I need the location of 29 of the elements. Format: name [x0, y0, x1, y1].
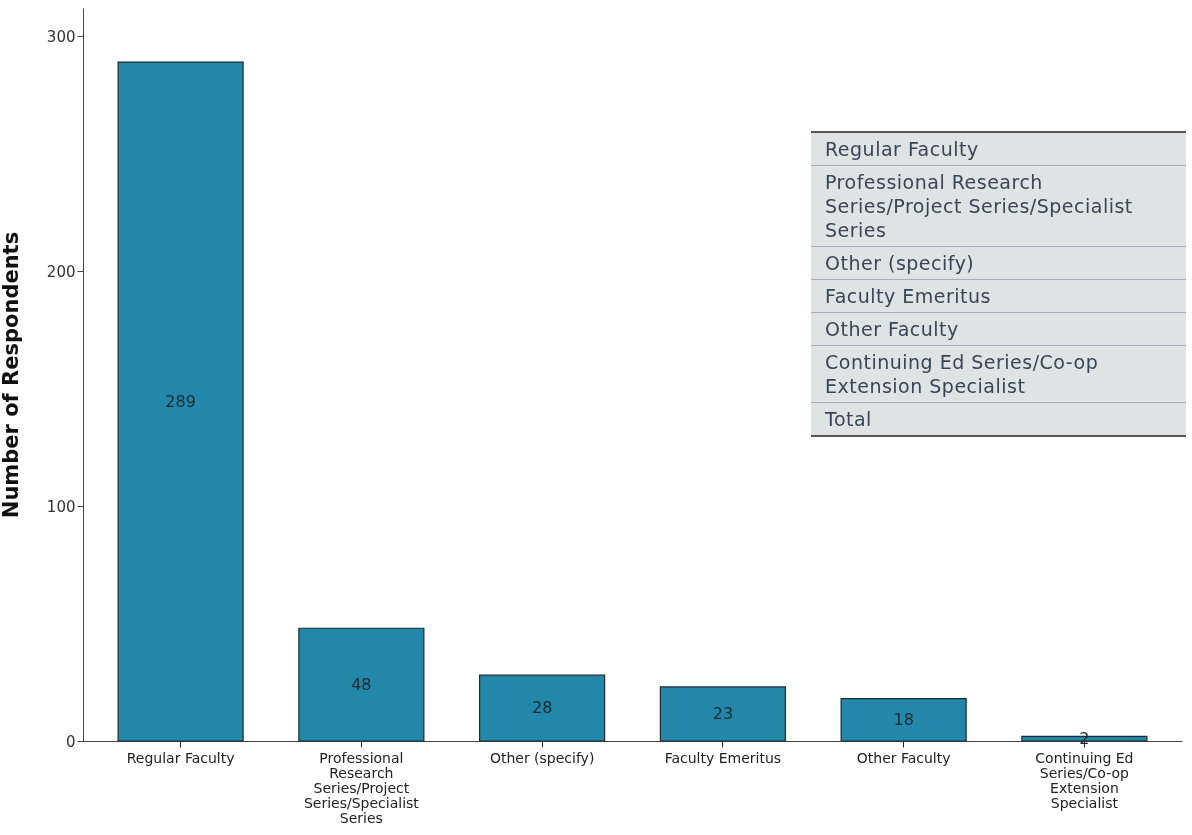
data-label: 48: [351, 674, 372, 694]
data-label: 23: [712, 703, 734, 723]
y-axis-title: Number of Respondents: [0, 231, 23, 519]
annotation: Total: [811, 402, 1186, 435]
data-label: 2: [1079, 728, 1090, 748]
x-tick-label: Faculty Emeritus: [664, 749, 782, 766]
y-tick-label: 100: [46, 497, 76, 516]
annotation: Professional Research Series/Project Series/Specialist Series: [811, 165, 1186, 246]
data-label: 289: [165, 391, 196, 411]
bar: [479, 674, 606, 742]
data-label: 18: [893, 709, 914, 729]
bar: [659, 686, 786, 742]
x-tick-label: Other (specify): [489, 749, 595, 766]
annotation: Regular Faculty: [824, 137, 980, 162]
annotation: Continuing Ed Series/Co-op Extension Specialist: [811, 345, 1186, 402]
y-tick-label: 300: [46, 27, 76, 46]
data-label: 28: [531, 698, 553, 718]
y-tick-label: 0: [65, 732, 76, 751]
annotation: Other (specify): [811, 246, 1186, 279]
annotation: Other Faculty: [811, 312, 1186, 345]
bar: [840, 698, 967, 742]
x-tick-label: Continuing Ed Series/Co-op Extension Specialist: [1035, 749, 1134, 811]
x-tick-label: Regular Faculty: [126, 749, 235, 766]
bar: [298, 627, 425, 742]
y-tick-label: 200: [46, 262, 76, 281]
x-tick-label: Other Faculty: [856, 749, 951, 766]
annotation: Faculty Emeritus: [811, 279, 1186, 312]
x-tick-label: Professional Research Series/Project Series/Specialist Series: [303, 749, 420, 826]
bar: [117, 61, 244, 742]
